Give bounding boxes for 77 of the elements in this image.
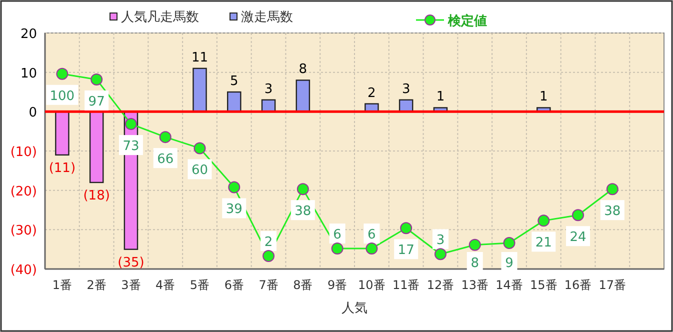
data-label: 2 [264, 234, 273, 250]
bar [55, 111, 70, 156]
y-tick-label: (10) [10, 145, 37, 160]
data-label: 3 [264, 82, 273, 97]
point [296, 183, 309, 196]
x-tick-label: 1番 [52, 278, 72, 292]
point [262, 250, 275, 262]
data-label: 73 [122, 139, 140, 154]
data-label: 2 [368, 86, 376, 101]
data-label: 97 [88, 94, 105, 110]
legend-label: 人気凡走馬数 [121, 10, 199, 25]
y-tick-label: (20) [10, 184, 37, 200]
data-label: 38 [294, 204, 312, 220]
data-label: 8 [298, 62, 308, 78]
data-label: 38 [604, 204, 621, 220]
data-label: 1 [540, 90, 548, 105]
point [503, 236, 516, 249]
point [194, 142, 206, 154]
point [606, 183, 618, 196]
x-tick-label: 16番 [564, 278, 592, 292]
point [56, 68, 68, 80]
point [538, 214, 550, 227]
y-tick-label: (30) [10, 224, 37, 239]
x-tick-label: 15番 [530, 278, 558, 292]
bar [227, 91, 242, 112]
bar [296, 80, 310, 112]
y-tick-label: 10 [20, 66, 37, 82]
point [434, 248, 446, 260]
point [159, 131, 172, 144]
point [572, 209, 584, 222]
data-label: 6 [333, 228, 342, 243]
data-label: 8 [470, 256, 479, 271]
data-label: 5 [230, 74, 238, 89]
data-label: 1 [436, 90, 445, 105]
data-label: 66 [157, 152, 174, 168]
x-tick-label: 6番 [224, 278, 244, 292]
point [400, 222, 412, 234]
data-label: 6 [368, 228, 376, 243]
data-label: 11 [191, 50, 208, 66]
point [331, 242, 344, 255]
data-label: 9 [505, 256, 514, 271]
x-tick-label: 7番 [258, 278, 278, 292]
data-label: 3 [402, 82, 410, 97]
x-axis-title: 人気 [342, 301, 368, 316]
bar [192, 68, 207, 112]
x-tick-label: 9番 [327, 278, 348, 292]
data-label: 3 [436, 233, 445, 248]
point [366, 242, 378, 255]
point [124, 118, 137, 130]
y-tick-label: 0 [28, 106, 37, 121]
x-tick-label: 2番 [86, 278, 106, 292]
x-tick-label: 3番 [121, 278, 141, 292]
x-tick-label: 10番 [358, 278, 386, 292]
point [90, 73, 103, 86]
x-tick-label: 12番 [426, 278, 454, 292]
legend-label: 激走馬数 [241, 10, 293, 25]
x-tick-label: 13番 [461, 278, 488, 292]
data-label: (18) [83, 188, 110, 204]
x-tick-label: 17番 [598, 278, 626, 292]
x-tick-label: 5番 [190, 278, 210, 292]
data-label: 100 [50, 88, 75, 104]
data-label: 60 [191, 163, 208, 178]
data-label: 17 [398, 243, 414, 258]
data-label: (11) [48, 160, 76, 176]
y-tick-label: 20 [20, 27, 37, 42]
data-label: 24 [570, 230, 586, 246]
data-label: 39 [226, 202, 242, 218]
point [468, 238, 481, 251]
point [228, 181, 240, 194]
legend-label: 検定値 [447, 13, 487, 29]
x-tick-label: 4番 [156, 278, 176, 292]
data-label: 21 [535, 236, 552, 251]
x-tick-label: 14番 [496, 278, 523, 292]
y-tick-label: (40) [10, 263, 37, 278]
x-tick-label: 8番 [293, 278, 313, 292]
data-label: (35) [118, 255, 144, 270]
x-tick-label: 11番 [392, 278, 420, 292]
